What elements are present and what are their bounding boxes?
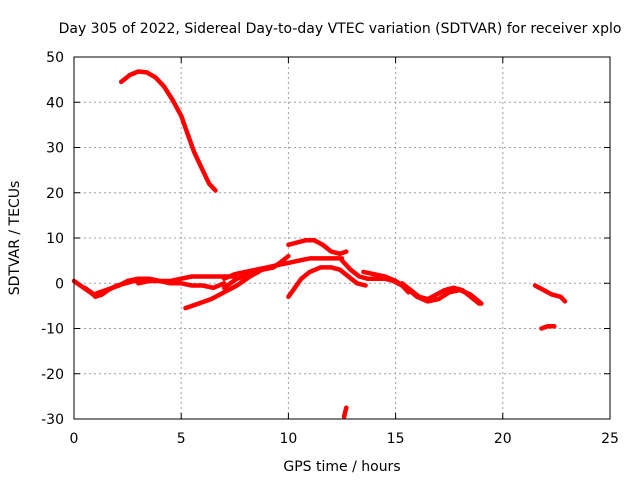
x-tick-label: 5 [177,431,186,447]
plot-frame [73,56,611,420]
y-axis-ticks: -30 -20 -10 0 10 20 30 40 50 [41,50,610,428]
series-arc-high [118,69,218,193]
series-arc-12 [399,281,482,306]
y-tick-label: 40 [46,95,64,111]
y-tick-label: -10 [41,322,64,338]
chart-title: Day 305 of 2022, Sidereal Day-to-day VTE… [59,21,622,37]
grid [74,57,610,419]
series-arc-8 [286,238,349,257]
series-arc-2 [82,278,145,300]
y-tick-label: 20 [46,186,64,202]
x-tick-label: 10 [279,431,297,447]
series-arc-9 [286,265,368,300]
x-tick-label: 20 [494,431,512,447]
x-tick-label: 15 [387,431,405,447]
series-arc-3 [125,274,238,284]
x-tick-label: 25 [601,431,619,447]
series-arc-7 [221,253,291,291]
y-tick-label: 30 [46,141,64,157]
series-layer [71,69,568,419]
y-tick-label: 50 [46,50,64,66]
series-arc-13 [532,283,568,304]
x-tick-label: 0 [70,431,79,447]
y-tick-label: -30 [41,412,64,428]
series-arc-15 [341,405,349,419]
series-arc-4 [136,278,227,291]
series-arc-6 [221,256,345,281]
series-arc-14 [539,323,557,331]
y-tick-label: 0 [55,276,64,292]
y-tick-label: 10 [46,231,64,247]
x-axis-label: GPS time / hours [283,459,400,475]
y-axis-label: SDTVAR / TECUs [7,181,23,296]
y-tick-label: -20 [41,367,64,383]
